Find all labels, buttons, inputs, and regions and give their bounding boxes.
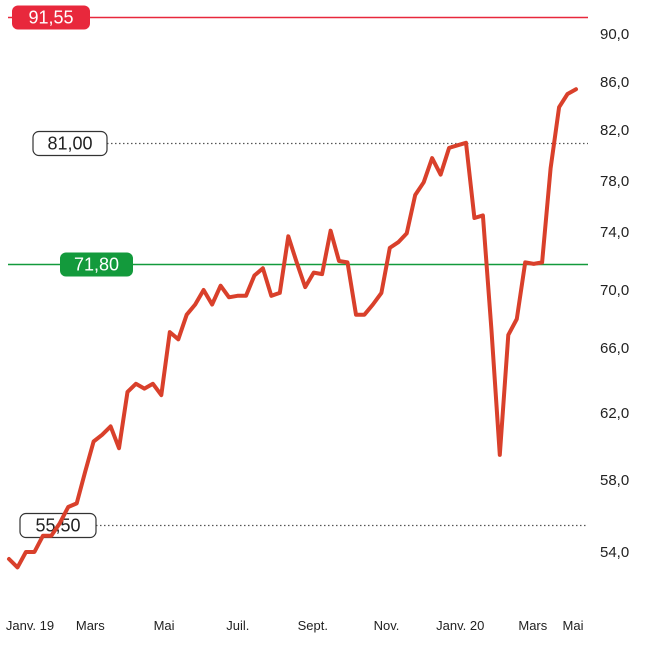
x-tick-label: Nov. (374, 618, 400, 633)
y-tick-label: 90,0 (600, 26, 629, 43)
y-tick-label: 86,0 (600, 74, 629, 91)
y-tick-label: 74,0 (600, 224, 629, 241)
x-tick-label: Juil. (226, 618, 249, 633)
reference-label-box (60, 252, 133, 277)
x-tick-label: Mai (154, 618, 175, 633)
x-tick-label: Mars (518, 618, 547, 633)
reference-label-box (12, 5, 90, 30)
x-axis-ticks: Janv. 19 Mars Mai Juil. Sept. Nov. Janv. 20 Mar… (6, 618, 584, 633)
x-tick-label: Janv. 19 (6, 618, 54, 633)
y-tick-label: 66,0 (600, 340, 629, 357)
series-line (7, 87, 578, 570)
y-tick-label: 70,0 (600, 282, 629, 299)
y-tick-label: 78,0 (600, 173, 629, 190)
y-axis-ticks: 54,0 58,0 62,0 66,0 70,0 74,0 78,0 82,0 86,0 90,0 (600, 26, 629, 561)
x-tick-label: Mars (76, 618, 105, 633)
reference-label: 81,00 (47, 134, 92, 154)
y-tick-label: 54,0 (600, 544, 629, 561)
reference-label: 91,55 (28, 8, 73, 28)
x-tick-label: Janv. 20 (436, 618, 484, 633)
x-tick-label: Sept. (298, 618, 328, 633)
x-tick-label: Mai (563, 618, 584, 633)
y-tick-label: 62,0 (600, 405, 629, 422)
y-tick-label: 82,0 (600, 122, 629, 139)
y-tick-label: 58,0 (600, 472, 629, 489)
reference-label: 71,80 (74, 255, 119, 275)
reference-label-box (32, 130, 108, 157)
